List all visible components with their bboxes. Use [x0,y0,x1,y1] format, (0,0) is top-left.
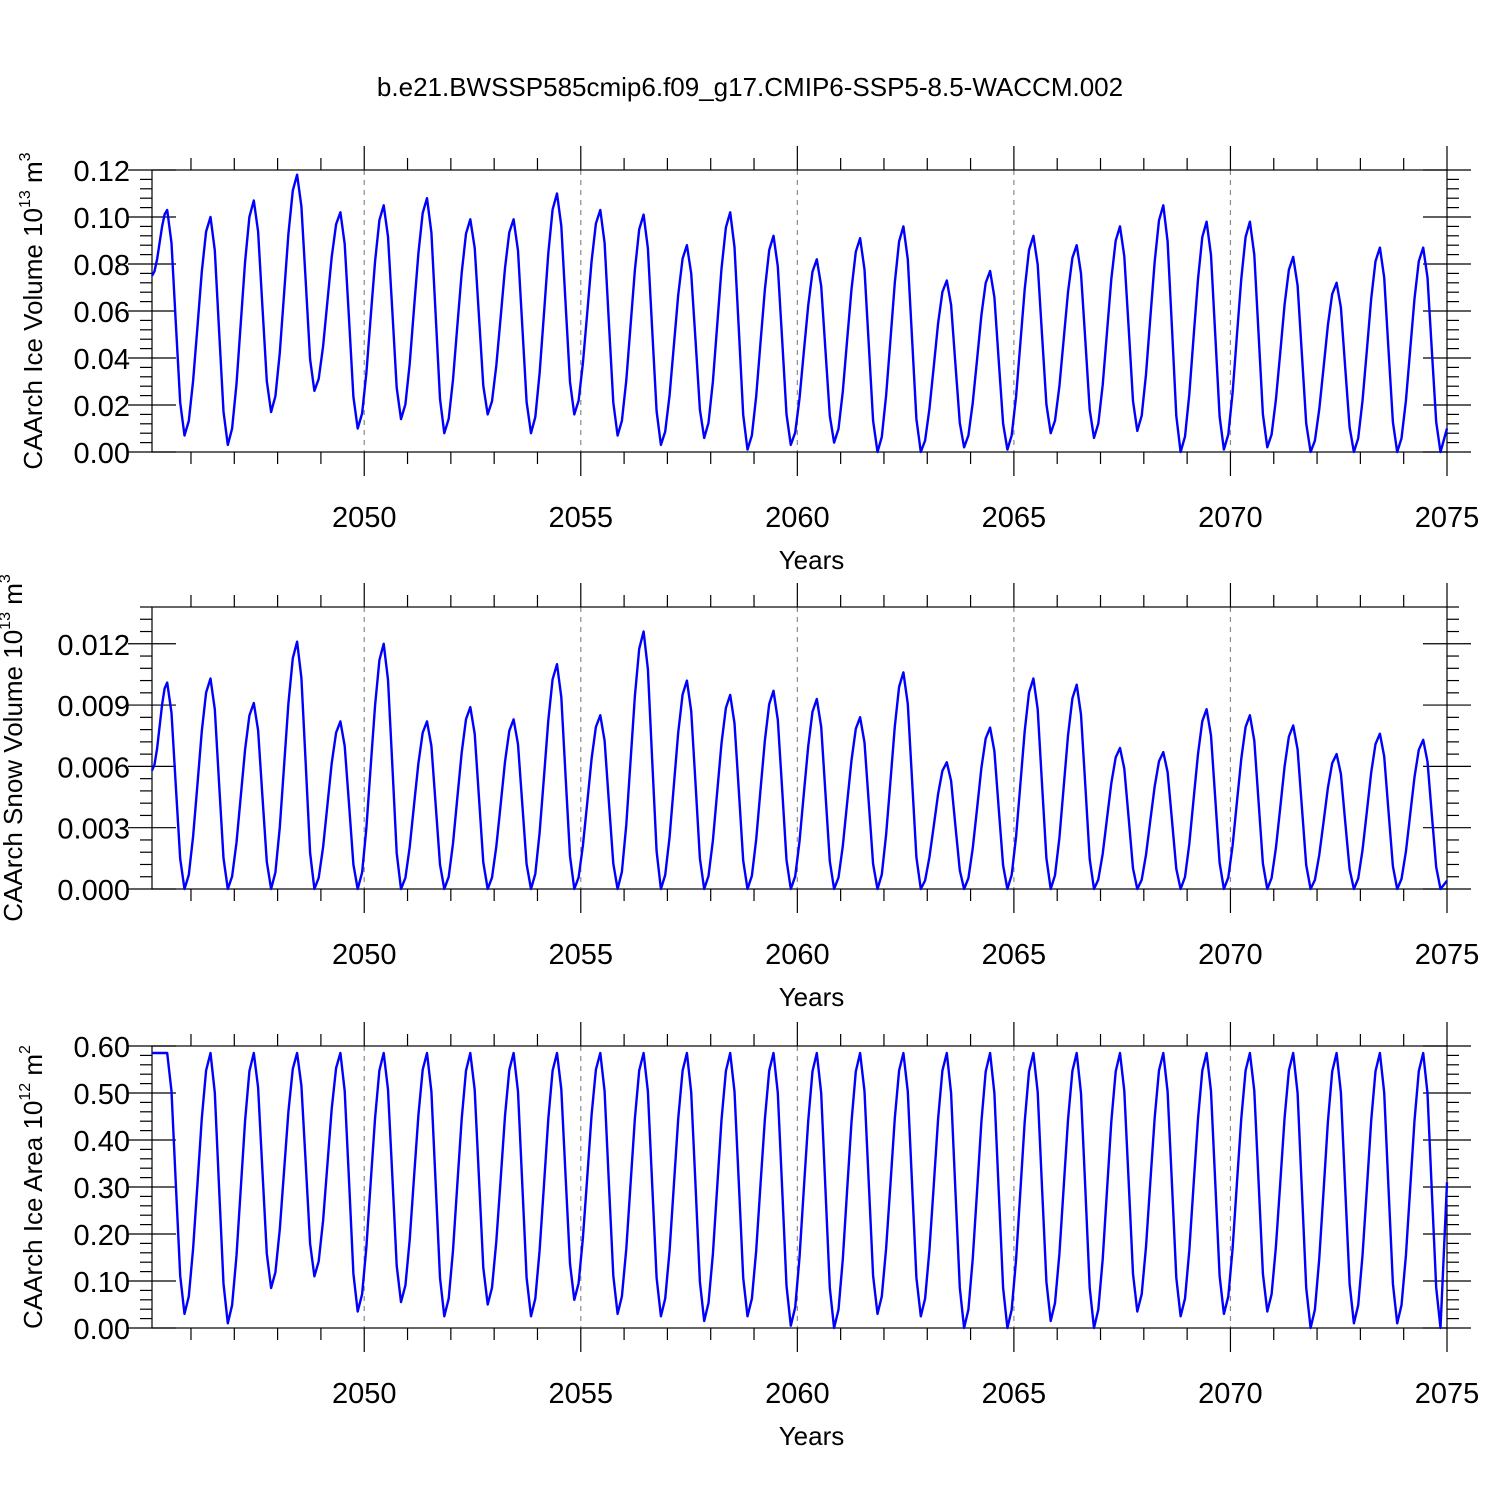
plot-frame [151,1045,1448,1329]
y-tick-label: 0.000 [57,875,130,907]
x-tick-label: 2050 [332,1378,397,1410]
y-tick-label: 0.08 [74,250,130,282]
series-line-ice-volume [150,173,1449,454]
x-tick-label: 2055 [549,939,614,971]
y-tick-label: 0.12 [74,156,130,188]
x-tick-label: 2060 [765,939,830,971]
y-tick-label: 0.20 [74,1220,130,1252]
y-tick-label: 0.06 [74,297,130,329]
y-tick-label: 0.00 [74,438,130,470]
x-tick-label: 2055 [549,502,614,534]
x-axis-label: Years [779,982,845,1012]
x-tick-label: 2070 [1198,502,1263,534]
x-tick-label: 2075 [1415,1378,1480,1410]
y-tick-label: 0.012 [57,630,130,662]
y-tick-label: 0.00 [74,1314,130,1346]
plot-frame [151,606,1448,890]
x-axis-label: Years [779,545,845,575]
y-tick-label: 0.30 [74,1173,130,1205]
y-tick-label: 0.009 [57,691,130,723]
panel-snow-volume: 2050 2055 2060 2065 2070 2075 Years 0.000 0.003 0… [0,574,1479,1012]
y-tick-label: 0.60 [74,1032,130,1064]
x-tick-label: 2060 [765,1378,830,1410]
x-tick-label: 2050 [332,939,397,971]
y-tick-label: 0.40 [74,1126,130,1158]
y-axis-label: CAArch Ice Volume 1013 m3 [17,152,48,469]
x-tick-label: 2070 [1198,939,1263,971]
x-tick-label: 2065 [982,939,1047,971]
y-axis-label: CAArch Ice Area 1012 m2 [17,1045,48,1329]
y-tick-label: 0.50 [74,1079,130,1111]
series-line-ice-area [152,1051,1449,1330]
x-tick-label: 2075 [1415,939,1480,971]
y-tick-label: 0.003 [57,814,130,846]
chart-title: b.e21.BWSSP585cmip6.f09_g17.CMIP6-SSP5-8… [377,72,1123,102]
x-axis-label: Years [779,1421,845,1451]
y-tick-label: 0.04 [74,344,130,376]
y-tick-label: 0.10 [74,1267,130,1299]
x-tick-label: 2055 [549,1378,614,1410]
panel-ice-area: 2050 2055 2060 2065 2070 2075 Years 0.00 0.10 0.2… [17,1022,1479,1451]
x-tick-label: 2065 [982,1378,1047,1410]
y-axis-label: CAArch Snow Volume 1013 m3 [0,574,28,922]
x-tick-label: 2060 [765,502,830,534]
panel-ice-volume: 2050 2055 2060 2065 2070 2075 Years 0.00 0.02 0.0… [17,146,1479,575]
x-tick-label: 2070 [1198,1378,1263,1410]
x-tick-label: 2065 [982,502,1047,534]
x-tick-label: 2050 [332,502,397,534]
x-tick-label: 2075 [1415,502,1480,534]
y-tick-label: 0.006 [57,752,130,784]
series-line-snow-volume [150,630,1448,891]
y-tick-label: 0.10 [74,203,130,235]
y-tick-label: 0.02 [74,391,130,423]
plot-frame [151,169,1448,453]
